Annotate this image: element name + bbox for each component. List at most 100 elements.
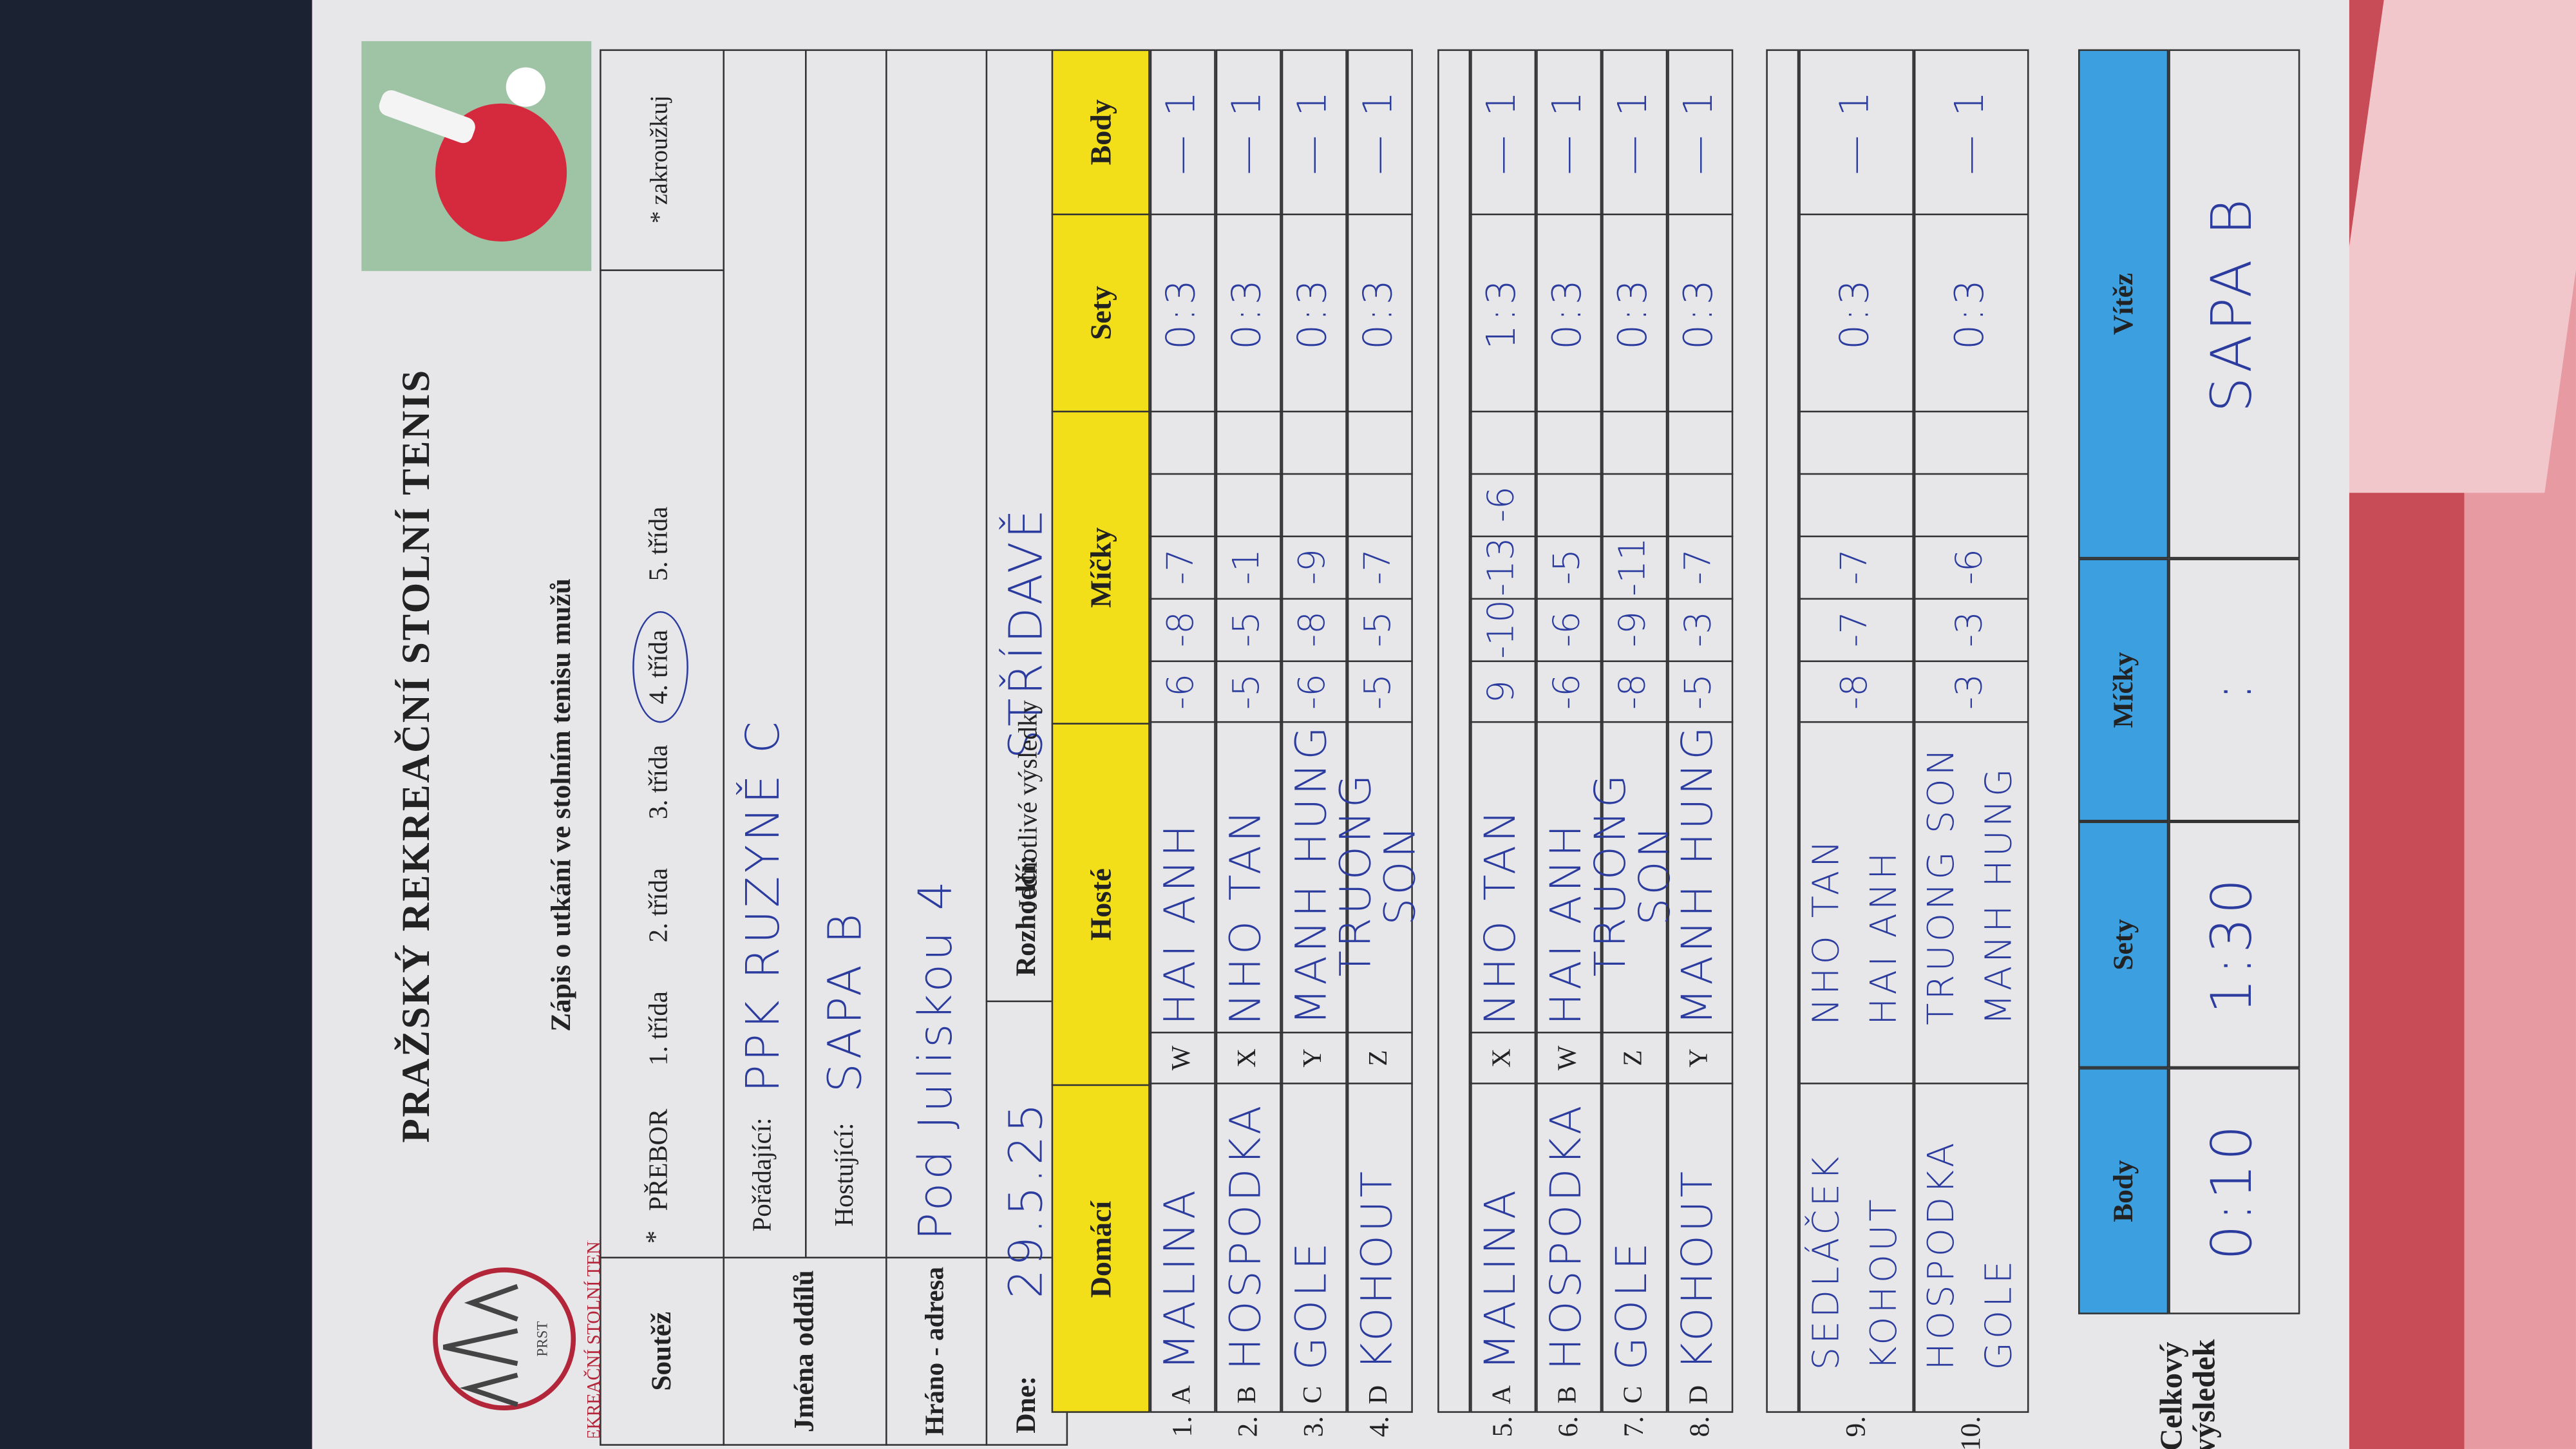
ball-score: -6 [1293,673,1335,710]
ball-score: -6 [1548,611,1589,648]
ball-cell [1150,410,1216,473]
ball-cell [1215,473,1282,536]
home-letter: C [1619,1386,1647,1404]
points: — 1 [1947,88,1994,175]
sets: 0:3 [1536,213,1602,411]
block-header [1766,49,1799,1413]
ball-score: -8 [1162,611,1204,648]
guest-letter: Y [1281,1032,1347,1084]
ball-cell [1536,410,1602,473]
ball-cell [1150,473,1216,536]
label: Soutěž [645,1311,676,1391]
points: — 1 [1479,88,1526,175]
ball-score: -6 [1482,486,1524,523]
ball-score: -8 [1293,611,1335,648]
row-number: 8. [1683,1416,1716,1437]
home-letter: D [1364,1385,1393,1405]
row-number: 3. [1298,1416,1329,1437]
ball-cell [1536,473,1602,536]
player-name: KOHOUT [1354,1168,1404,1370]
player-name: TRUONG SON [1332,771,1426,977]
row-number: 7. [1618,1416,1650,1437]
sets: 0:3 [1799,213,1914,411]
ball-cell [1799,473,1914,536]
player-name: NHO TAN [1222,806,1273,1025]
total-label: Celkový výsledek [2154,1339,2222,1449]
ball-cell [1602,410,1668,473]
ball-cell [1470,410,1537,473]
home-letter: D [1685,1385,1713,1405]
guest-letter: X [1215,1032,1282,1084]
ball-score: -3 [1680,611,1721,648]
column-header: Míčky [1051,410,1150,723]
points: — 1 [1356,88,1403,175]
player-name: HAI ANH [1864,849,1906,1025]
marker: * [641,1230,670,1244]
sets: 0:3 [1913,213,2029,411]
ball-cell [1215,410,1282,473]
ball-score: -5 [1359,673,1401,710]
venue: Pod Juliskou 4 [909,878,963,1241]
background-paper [2315,0,2576,493]
total-value: SAPA B [2168,49,2300,559]
total-value: 0:10 [2168,1068,2300,1314]
points: — 1 [1832,88,1879,175]
ball-score: -5 [1548,549,1589,585]
row-number: 1. [1166,1416,1198,1437]
row-number: 6. [1552,1416,1584,1437]
guest-letter: Y [1667,1032,1734,1084]
class-option: 5. třída [645,506,673,582]
ball-cell [1347,410,1413,473]
sets: 0:3 [1215,213,1282,411]
player-name: TRUONG SON [1922,745,1964,1025]
class-option: 3. třída [645,744,673,820]
ball-score: -11 [1614,537,1656,596]
class-option: 4. třída [632,611,688,723]
ball-cell [1913,473,2029,536]
ball-cell [1667,410,1734,473]
player-name: HOSPODKA [1922,1139,1964,1370]
row-number: 10. [1955,1416,1987,1449]
club-logo: REKREAČNÍ STOLNÍ TENIS PRST [433,1240,604,1437]
ball-score: -1 [1227,549,1269,585]
ball-cell [1347,473,1413,536]
column-header: Body [1051,49,1150,214]
player-name: MANH HUNG [1674,723,1724,1025]
player-name: TRUONG SON [1586,771,1681,977]
ball-score: -9 [1614,611,1656,648]
ball-score: -10 [1482,600,1524,659]
player-name: HOSPODKA [1543,1102,1593,1370]
ball-cell [1667,473,1734,536]
home-letter: A [1488,1385,1516,1405]
ball-score: -6 [1548,673,1589,710]
row-number: 4. [1363,1416,1395,1437]
guest-letter: Z [1347,1032,1413,1084]
class-option: 1. třída [645,991,673,1066]
player-name: NHO TAN [1806,837,1848,1025]
label: Hostující: [830,1122,859,1227]
ball-score: -9 [1293,549,1335,585]
sets: 0:3 [1347,213,1413,411]
ball-score: -3 [1951,673,1992,710]
ball-score: -5 [1227,611,1269,648]
points: — 1 [1159,88,1205,175]
player-name: GOLE [1979,1257,2021,1370]
column-header: Hosté [1051,723,1150,1084]
sets: 0:3 [1150,213,1216,411]
player-name: KOHOUT [1864,1196,1906,1370]
player-name: MANH HUNG [1979,765,2021,1025]
section-title: Jednotlivé výsledky [1014,700,1043,910]
player-name: MALINA [1477,1186,1527,1370]
label: Jména oddílů [788,1270,820,1433]
ball-score: -13 [1482,537,1524,596]
points: — 1 [1290,88,1336,175]
total-value: 1:30 [2168,821,2300,1068]
ball-score: -7 [1680,549,1721,585]
column-header: Sety [1051,213,1150,411]
ball-score: -5 [1359,611,1401,648]
ball-score: -7 [1359,549,1401,585]
row-number: 9. [1840,1416,1871,1437]
ball-score: 9 [1482,680,1524,703]
player-name: GOLE [1609,1239,1658,1370]
